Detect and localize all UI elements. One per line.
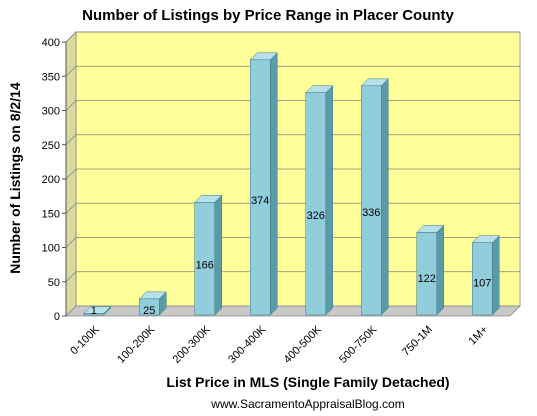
chart-title: Number of Listings by Price Range in Pla… [82,7,454,24]
bar [83,305,112,316]
bar-front [472,242,493,316]
x-tick-label: 750-1M [400,324,435,359]
y-tick-label: 50 [48,277,60,289]
bar [138,291,167,316]
y-axis-ticks: 0 50 100 150 200 250 300 350 400 [42,37,67,323]
x-tick-label: 400-500K [282,323,325,366]
floor [65,305,521,317]
bar [360,78,389,316]
grid-line-side [65,237,77,248]
source-url: www.SacramentoAppraisalBlog.com [210,397,404,411]
x-axis-ticks: 0-100K 100-200K 200-300K 300-400K 400-500K 50… [68,323,490,366]
bar-side [214,194,222,316]
x-tick-label: 1M+ [467,324,491,348]
grid-line-side [65,134,77,146]
y-axis-title: Number of Listings on 8/2/14 [7,82,23,274]
bar-front [416,232,437,316]
bar [249,52,278,316]
y-tick-label: 100 [42,243,60,255]
y-tick-label: 250 [42,140,60,152]
data-label: 107 [473,277,491,289]
data-label: 336 [362,207,380,219]
grid-line-side [65,31,77,43]
bar-front [361,85,382,316]
plot-area [65,31,521,317]
x-axis-title: List Price in MLS (Single Family Detache… [166,374,449,390]
x-tick-label: 100-200K [115,323,158,366]
bar-side [325,85,333,316]
grid-line-side [65,271,77,283]
bar-front [305,92,326,316]
data-label: 25 [143,305,155,317]
data-label: 326 [307,210,325,222]
grid-line-side [65,168,77,180]
y-tick-label: 400 [42,37,60,49]
x-tick-label: 200-300K [171,323,214,366]
data-label: 374 [251,195,269,207]
grid-lines [65,31,520,283]
bar [194,194,223,316]
y-tick-label: 300 [42,106,60,118]
grid-line-side [65,100,77,111]
bar-side [270,52,278,316]
x-tick-label: 300-400K [226,323,269,366]
data-label: 166 [196,259,214,271]
grid-line-side [65,202,77,214]
bar-side [492,235,500,316]
data-label: 122 [418,273,436,285]
bars [83,52,500,316]
bar-front [250,59,271,316]
data-label: 1 [91,305,97,317]
x-tick-label: 500-750K [337,323,380,366]
x-tick-label: 0-100K [68,323,102,357]
y-tick-label: 0 [54,311,60,323]
y-tick-label: 200 [42,174,60,186]
y-tick-label: 350 [42,71,60,83]
bar-front [194,202,215,316]
bar-side [381,78,389,316]
y-tick-label: 150 [42,208,60,220]
bar [471,235,500,316]
grid-line-side [65,65,77,77]
bar [416,224,445,316]
bar [305,85,334,316]
bar-front [139,298,160,316]
bar-front [83,313,104,316]
data-labels: 1 25 166 374 326 336 122 107 [91,195,492,317]
bar-side [436,224,444,316]
